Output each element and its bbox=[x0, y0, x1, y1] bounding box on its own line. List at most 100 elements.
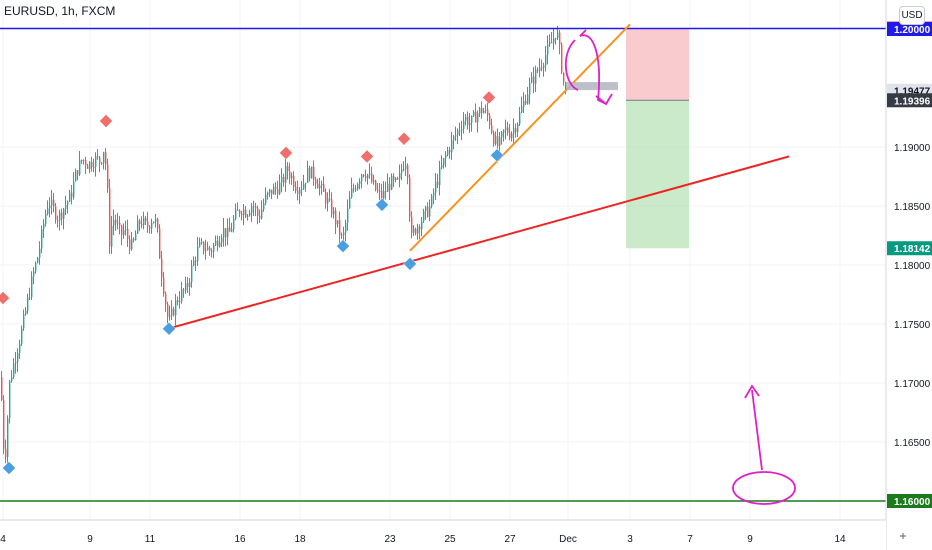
candle-body bbox=[211, 250, 213, 252]
candle-body bbox=[289, 171, 291, 179]
candle-body bbox=[525, 100, 527, 104]
settings-icon[interactable] bbox=[900, 533, 906, 539]
candle-body bbox=[123, 230, 125, 235]
candle-body bbox=[95, 155, 97, 167]
candle-body bbox=[3, 399, 5, 449]
candle-body bbox=[199, 242, 201, 247]
candle-body bbox=[547, 44, 549, 55]
candle-body bbox=[427, 206, 429, 217]
candle-body bbox=[77, 170, 79, 175]
time-tick-label: 14 bbox=[834, 534, 846, 545]
time-tick-label: 7 bbox=[687, 534, 693, 545]
candle-body bbox=[111, 225, 113, 247]
target-level-label[interactable]: 1.18142 bbox=[894, 244, 931, 255]
candle-body bbox=[513, 127, 515, 134]
candle-body bbox=[561, 44, 563, 73]
support-level-tag[interactable] bbox=[887, 494, 932, 508]
candle-body bbox=[471, 115, 473, 123]
candle-body bbox=[495, 136, 497, 144]
candle-body bbox=[373, 180, 375, 183]
candle-body bbox=[261, 209, 263, 219]
round-level-label[interactable]: 1.20000 bbox=[894, 25, 931, 36]
currency-badge[interactable]: USD bbox=[899, 6, 925, 25]
candle-body bbox=[119, 222, 121, 226]
time-axis[interactable]: 4 9 11 16 18 23 25 27 Dec 3 7 9 14 bbox=[0, 519, 906, 550]
candle-body bbox=[467, 116, 469, 126]
candle-body bbox=[265, 194, 267, 204]
candle-body bbox=[301, 188, 303, 190]
candle-body bbox=[551, 42, 553, 44]
candle-body bbox=[223, 228, 225, 238]
candle-body bbox=[1, 377, 3, 400]
candle-body bbox=[59, 212, 61, 221]
candle-body bbox=[53, 199, 55, 207]
candle-body bbox=[89, 161, 91, 169]
time-axis-bg bbox=[0, 520, 886, 550]
candle-body bbox=[531, 76, 533, 83]
candle-body bbox=[209, 247, 211, 251]
swing-high-marker bbox=[360, 149, 374, 164]
candle-body bbox=[129, 239, 131, 250]
candle-body bbox=[85, 159, 87, 166]
candle-body bbox=[363, 174, 365, 176]
long-trendline[interactable] bbox=[167, 155, 790, 330]
candle-body bbox=[151, 222, 153, 229]
candle-body bbox=[519, 112, 521, 124]
candle-body bbox=[75, 170, 77, 182]
candle-body bbox=[405, 165, 407, 169]
entry-level-tag[interactable] bbox=[887, 93, 932, 108]
support-level-label[interactable]: 1.16000 bbox=[894, 497, 931, 508]
candle-body bbox=[323, 183, 325, 192]
candle-body bbox=[545, 54, 547, 66]
candle-body bbox=[325, 191, 327, 204]
candle-body bbox=[503, 129, 505, 133]
candle-body bbox=[543, 65, 545, 68]
candle-body bbox=[367, 174, 369, 179]
candle-body bbox=[83, 159, 85, 161]
candle-body bbox=[227, 227, 229, 238]
candle-body bbox=[387, 183, 389, 192]
candle-body bbox=[555, 37, 557, 39]
time-tick-label: 23 bbox=[384, 534, 396, 545]
short-trendline[interactable] bbox=[409, 23, 631, 252]
candle-body bbox=[69, 192, 71, 202]
price-tick-label: 1.17000 bbox=[894, 379, 931, 390]
candle-body bbox=[287, 166, 289, 172]
candle-body bbox=[379, 190, 381, 192]
candle-body bbox=[65, 205, 67, 209]
candle-body bbox=[479, 107, 481, 114]
candle-body bbox=[429, 206, 431, 217]
candle-body bbox=[67, 201, 69, 206]
candle-body bbox=[337, 220, 339, 225]
candle-body bbox=[303, 183, 305, 189]
grid-layer bbox=[0, 0, 886, 520]
target-level-tag[interactable] bbox=[887, 241, 932, 256]
entry-level-label[interactable]: 1.19396 bbox=[894, 96, 931, 107]
candle-body bbox=[133, 238, 135, 241]
price-tick-label: 1.18500 bbox=[894, 202, 931, 213]
stop-level-label[interactable]: 1.19477 bbox=[894, 87, 931, 98]
candle-body bbox=[433, 192, 435, 196]
candle-body bbox=[371, 173, 373, 183]
candle-body bbox=[57, 219, 59, 221]
candle-body bbox=[31, 276, 33, 298]
candle-body bbox=[37, 257, 39, 263]
price-axis[interactable]: 1.19000 1.18500 1.18000 1.17500 1.17000 1.165… bbox=[885, 0, 932, 550]
candle-body bbox=[29, 297, 31, 299]
candle-body bbox=[99, 156, 101, 163]
candle-body bbox=[97, 155, 99, 157]
candle-body bbox=[321, 183, 323, 186]
candle-body bbox=[117, 222, 119, 224]
candle-body bbox=[443, 158, 445, 166]
swing-high-marker bbox=[0, 291, 10, 305]
candle-body bbox=[497, 136, 499, 146]
candle-body bbox=[319, 185, 321, 189]
candle-body bbox=[453, 136, 455, 141]
round-level-tag[interactable] bbox=[887, 22, 932, 36]
candle-body bbox=[487, 109, 489, 116]
symbol-title[interactable]: EURUSD, 1h, FXCM bbox=[4, 4, 116, 18]
candle-body bbox=[47, 208, 49, 215]
drawn-lines[interactable] bbox=[0, 23, 886, 502]
candle-body bbox=[451, 140, 453, 153]
